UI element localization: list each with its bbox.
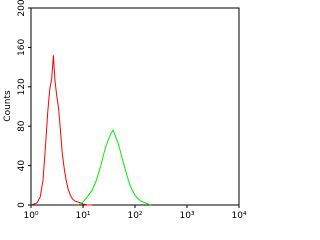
- x-tick-label: 10³: [179, 211, 194, 221]
- plot-frame: [30, 7, 240, 206]
- y-tick-label: 80: [17, 120, 27, 132]
- histogram-line: [30, 55, 93, 206]
- x-tick-label: 10⁰: [23, 211, 38, 221]
- y-tick-label: 40: [17, 160, 27, 172]
- x-tick-label: 10⁴: [231, 211, 246, 221]
- y-tick-label: 120: [17, 78, 27, 95]
- y-tick-label: 200: [17, 0, 27, 17]
- histogram-line: [77, 128, 151, 206]
- y-tick-label: 0: [17, 202, 27, 208]
- y-axis-label: Counts: [3, 90, 13, 122]
- y-tick-label: 160: [17, 39, 27, 56]
- x-tick-label: 10²: [127, 211, 142, 221]
- x-tick-label: 10¹: [75, 211, 90, 221]
- chart: Counts 0 40 80 120 160 200 10⁰ 10¹ 10² 10³ 10⁴: [3, 0, 247, 221]
